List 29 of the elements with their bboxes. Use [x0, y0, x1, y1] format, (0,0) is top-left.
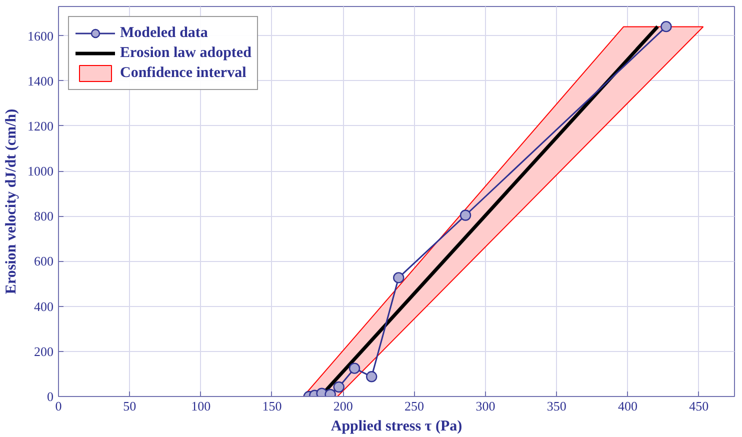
x-tick-label: 300 — [476, 398, 496, 414]
y-tick-label: 1200 — [28, 118, 54, 134]
y-tick-label: 400 — [34, 298, 54, 314]
x-tick-label: 100 — [191, 398, 211, 414]
legend-label: Modeled data — [120, 24, 208, 42]
x-tick-label: 450 — [689, 398, 709, 414]
y-tick-label: 800 — [34, 208, 54, 224]
y-tick-label: 1400 — [28, 73, 54, 88]
x-tick-label: 350 — [546, 398, 566, 414]
point — [393, 272, 404, 284]
legend-label: Confidence interval — [120, 64, 246, 82]
x-tick-label: 250 — [404, 398, 424, 414]
y-tick-label: 600 — [34, 254, 54, 269]
y-axis-title: Erosion velocity dJ/dt (cm/h) — [4, 108, 20, 294]
y-tick-label: 200 — [34, 344, 54, 359]
x-axis-title: Applied stress τ (Pa) — [330, 418, 462, 434]
x-tick-label: 200 — [333, 398, 353, 414]
point — [333, 381, 344, 393]
point — [348, 362, 360, 374]
y-tick-label: 0 — [47, 389, 54, 404]
y-tick-label: 1600 — [28, 28, 54, 44]
x-tick-label: 150 — [262, 398, 282, 414]
legend-label: Erosion law adopted — [120, 44, 252, 62]
point — [366, 371, 378, 382]
point — [460, 210, 472, 221]
point — [660, 20, 672, 32]
y-tick-label: 1000 — [28, 164, 54, 179]
x-tick-label: 400 — [618, 398, 638, 414]
x-tick-label: 50 — [123, 398, 136, 414]
